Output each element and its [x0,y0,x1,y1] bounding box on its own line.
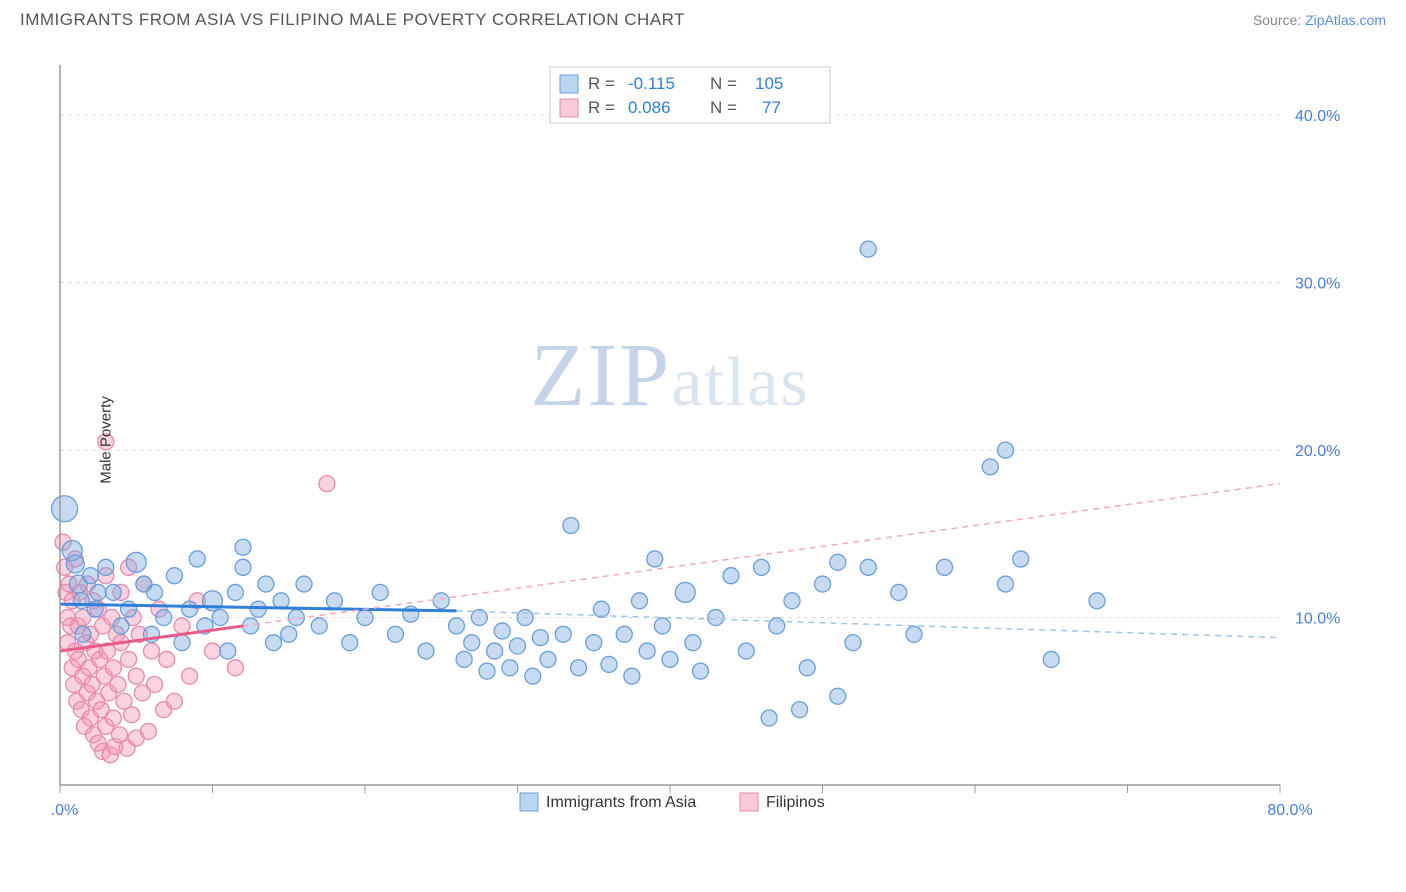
svg-text:Filipinos: Filipinos [766,794,825,811]
svg-text:R =: R = [588,74,615,93]
svg-text:N =: N = [710,98,737,117]
svg-text:30.0%: 30.0% [1295,276,1340,293]
source-link[interactable]: ZipAtlas.com [1305,12,1386,28]
svg-text:0.0%: 0.0% [50,802,78,819]
svg-text:0.086: 0.086 [628,98,671,117]
svg-text:105: 105 [755,74,783,93]
svg-text:20.0%: 20.0% [1295,443,1340,460]
svg-text:-0.115: -0.115 [628,74,675,93]
svg-text:Immigrants from Asia: Immigrants from Asia [546,794,696,811]
chart-title: IMMIGRANTS FROM ASIA VS FILIPINO MALE PO… [20,10,685,30]
source: Source: ZipAtlas.com [1253,12,1386,28]
svg-text:77: 77 [762,98,781,117]
header: IMMIGRANTS FROM ASIA VS FILIPINO MALE PO… [0,0,1406,30]
svg-text:N =: N = [710,74,737,93]
svg-text:80.0%: 80.0% [1267,802,1312,819]
svg-text:40.0%: 40.0% [1295,108,1340,125]
scatter-chart: 10.0% 20.0% 30.0% 40.0% ZIPatlas 0.0% 80.0% R =… [50,55,1360,825]
svg-text:ZIPatlas: ZIPatlas [530,326,809,425]
source-label: Source: [1253,12,1305,28]
y-axis-label: Male Poverty [97,396,114,484]
chart-area: Male Poverty 10.0% 20.0% 30.0% 40.0% ZIPatla… [50,55,1360,825]
svg-text:10.0%: 10.0% [1295,611,1340,628]
svg-text:R =: R = [588,98,615,117]
